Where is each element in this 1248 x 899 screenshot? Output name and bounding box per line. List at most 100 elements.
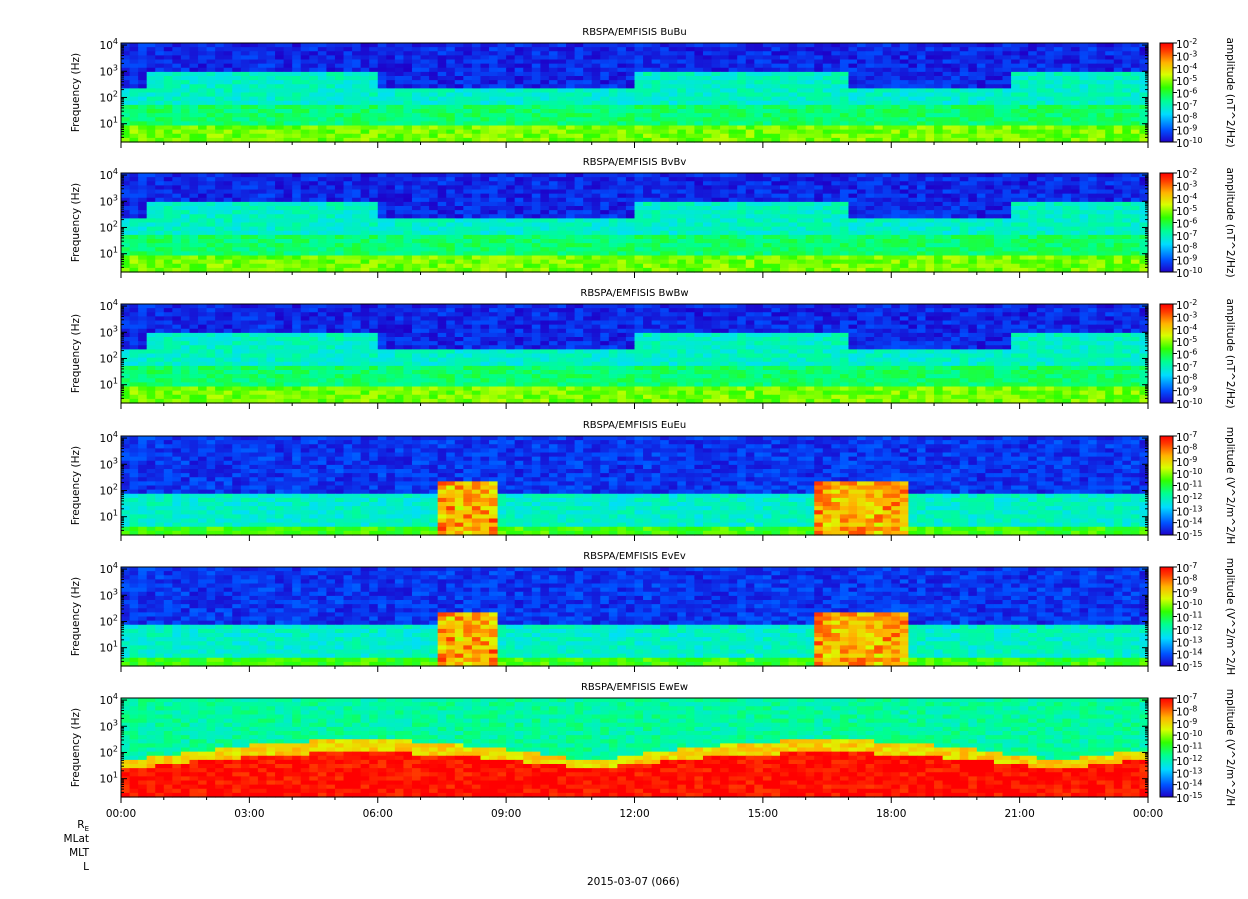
y-tick-label: 104: [100, 298, 118, 313]
y-axis-label: Frequency (Hz): [70, 183, 82, 262]
y-tick-label: 101: [100, 640, 118, 655]
colorbar-tick-label: 10-7: [1176, 430, 1197, 444]
y-axis-label: Frequency (Hz): [70, 53, 82, 132]
colorbar-tick-label: 10-6: [1176, 87, 1197, 101]
colorbar-tick-label: 10-3: [1176, 179, 1197, 193]
colorbar-bar: [1159, 303, 1174, 404]
y-tick-label: 103: [100, 587, 118, 602]
colorbar-tick-label: 10-7: [1176, 99, 1197, 113]
y-tick-label: 102: [100, 744, 118, 759]
y-axis-label: Frequency (Hz): [70, 577, 82, 656]
colorbar: 10-710-810-910-1010-1110-1210-1310-1410-…: [1159, 689, 1236, 806]
spectrogram-image: [121, 698, 1149, 798]
colorbar-label: amplitude (nT^2/Hz): [1224, 298, 1236, 408]
y-tick-label: 101: [100, 771, 118, 786]
colorbar-tick-label: 10-11: [1176, 611, 1202, 625]
y-axis-label: Frequency (Hz): [70, 708, 82, 787]
colorbar-tick-label: 10-3: [1176, 310, 1197, 324]
x-tick-label: 12:00: [619, 808, 649, 820]
panel-title: RBSPA/EMFISIS EvEv: [583, 551, 686, 562]
colorbar-tick-label: 10-12: [1176, 623, 1202, 637]
colorbar: 10-210-310-410-510-610-710-810-910-10 amp…: [1159, 37, 1236, 150]
ephemeris-label-mlat: MLat: [63, 833, 89, 845]
x-tick-label: 00:00: [106, 808, 136, 820]
colorbar: 10-710-810-910-1010-1110-1210-1310-1410-…: [1159, 427, 1236, 544]
y-tick-label: 102: [100, 350, 118, 365]
colorbar-tick-label: 10-10: [1176, 467, 1202, 481]
y-tick-label: 101: [100, 116, 118, 131]
y-tick-label: 104: [100, 692, 118, 707]
panel-title: RBSPA/EMFISIS BuBu: [582, 27, 686, 38]
spectrogram-image: [121, 43, 1149, 143]
x-tick-label: 06:00: [363, 808, 393, 820]
colorbar-bar: [1159, 172, 1174, 273]
y-tick-label: 104: [100, 37, 118, 52]
colorbar-tick-label: 10-7: [1176, 561, 1197, 575]
y-tick-label: 101: [100, 377, 118, 392]
colorbar-tick-label: 10-8: [1176, 704, 1197, 718]
colorbar-tick-label: 10-10: [1176, 136, 1202, 150]
x-tick-label: 21:00: [1004, 808, 1034, 820]
colorbar-tick-label: 10-8: [1176, 442, 1197, 456]
colorbar-tick-label: 10-12: [1176, 754, 1202, 768]
spectrogram-image: [121, 173, 1149, 273]
x-tick-label: 03:00: [234, 808, 264, 820]
colorbar-tick-label: 10-14: [1176, 779, 1202, 793]
colorbar: 10-710-810-910-1010-1110-1210-1310-1410-…: [1159, 558, 1236, 675]
panel-title: RBSPA/EMFISIS EwEw: [581, 682, 688, 693]
panel-title: RBSPA/EMFISIS EuEu: [583, 420, 686, 431]
x-tick-label: 15:00: [748, 808, 778, 820]
panel-5: RBSPA/EMFISIS EvEv Frequency (Hz) 101 102 10…: [70, 551, 1236, 675]
colorbar-tick-label: 10-8: [1176, 573, 1197, 587]
y-tick-label: 102: [100, 89, 118, 104]
colorbar-tick-label: 10-12: [1176, 492, 1202, 506]
colorbar-tick-label: 10-9: [1176, 124, 1197, 138]
colorbar: 10-210-310-410-510-610-710-810-910-10 amp…: [1159, 167, 1236, 280]
colorbar-tick-label: 10-14: [1176, 648, 1202, 662]
y-tick-label: 103: [100, 193, 118, 208]
colorbar-label: mplitude (V^2/m^2/H: [1224, 558, 1236, 675]
y-tick-label: 104: [100, 430, 118, 445]
y-tick-label: 103: [100, 324, 118, 339]
colorbar-tick-label: 10-15: [1176, 791, 1202, 805]
colorbar-tick-label: 10-4: [1176, 192, 1197, 206]
panel-title: RBSPA/EMFISIS BwBw: [580, 288, 688, 299]
colorbar-bar: [1159, 697, 1174, 798]
panel-1: RBSPA/EMFISIS BuBu Frequency (Hz) 101 102 10…: [70, 27, 1236, 150]
colorbar-tick-label: 10-14: [1176, 517, 1202, 531]
colorbar-label: mplitude (V^2/m^2/H: [1224, 427, 1236, 544]
y-tick-label: 104: [100, 167, 118, 182]
colorbar-tick-label: 10-6: [1176, 217, 1197, 231]
y-tick-label: 102: [100, 482, 118, 497]
colorbar-tick-label: 10-10: [1176, 397, 1202, 411]
y-axis-label: Frequency (Hz): [70, 446, 82, 525]
colorbar-tick-label: 10-3: [1176, 49, 1197, 63]
colorbar-tick-label: 10-4: [1176, 323, 1197, 337]
colorbar-tick-label: 10-5: [1176, 335, 1197, 349]
colorbar-bar: [1159, 566, 1174, 667]
colorbar-tick-label: 10-11: [1176, 742, 1202, 756]
colorbar-tick-label: 10-9: [1176, 717, 1197, 731]
spectrogram-image: [121, 304, 1149, 404]
colorbar-tick-label: 10-2: [1176, 298, 1197, 312]
y-tick-label: 103: [100, 718, 118, 733]
colorbar-tick-label: 10-9: [1176, 586, 1197, 600]
panel-3: RBSPA/EMFISIS BwBw Frequency (Hz) 101 102 10…: [70, 288, 1236, 411]
ephemeris-label-re: RE: [77, 819, 89, 834]
date-label: 2015-03-07 (066): [587, 876, 680, 888]
colorbar-tick-label: 10-8: [1176, 372, 1197, 386]
colorbar-bar: [1159, 435, 1174, 536]
colorbar-tick-label: 10-15: [1176, 529, 1202, 543]
colorbar-tick-label: 10-13: [1176, 766, 1202, 780]
panel-4: RBSPA/EMFISIS EuEu Frequency (Hz) 101 102 10…: [70, 420, 1236, 544]
colorbar-bar: [1159, 42, 1174, 143]
colorbar-tick-label: 10-4: [1176, 62, 1197, 76]
colorbar-tick-label: 10-13: [1176, 635, 1202, 649]
colorbar-tick-label: 10-15: [1176, 660, 1202, 674]
panel-title: RBSPA/EMFISIS BvBv: [583, 157, 687, 168]
y-tick-label: 101: [100, 246, 118, 261]
ephemeris-label-l: L: [83, 861, 89, 873]
y-tick-label: 102: [100, 219, 118, 234]
colorbar-tick-label: 10-5: [1176, 74, 1197, 88]
y-tick-label: 102: [100, 613, 118, 628]
